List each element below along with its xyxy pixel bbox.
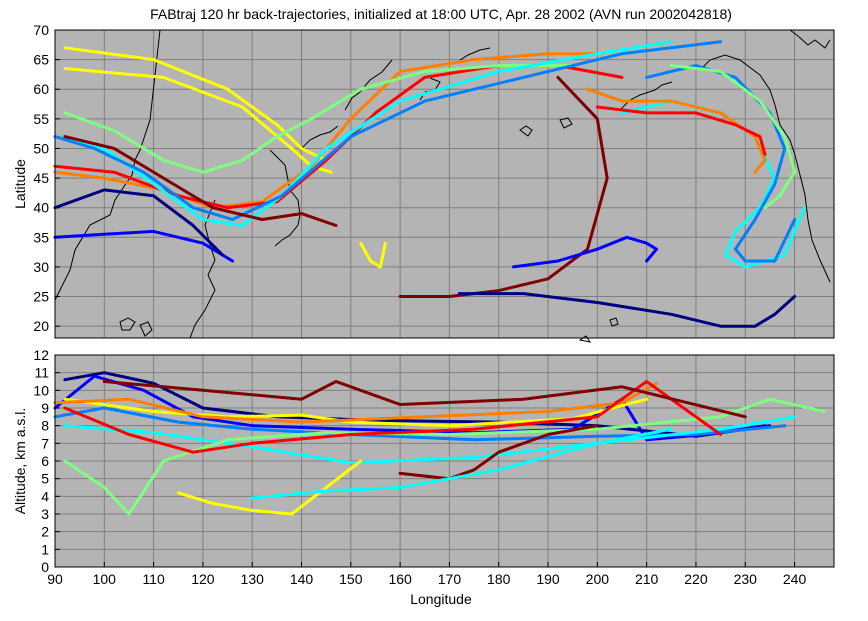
map-y-tick-label: 70 (33, 22, 49, 38)
altitude-x-tick-label: 210 (635, 571, 659, 587)
altitude-y-axis-label: Altitude, km a.s.l. (12, 408, 28, 515)
altitude-trajectory-7 (53, 381, 658, 424)
map-trajectory-10 (359, 241, 387, 269)
map-plot-area (55, 30, 834, 338)
altitude-y-tick-label: 10 (33, 382, 49, 398)
map-y-tick-label: 30 (33, 259, 49, 275)
map-trajectory-17 (586, 87, 767, 174)
altitude-trajectory-5 (63, 397, 649, 428)
map-y-tick-label: 45 (33, 170, 49, 186)
map-trajectory-12 (457, 292, 797, 328)
altitude-trajectory-9 (102, 380, 747, 419)
altitude-y-tick-label: 2 (41, 524, 49, 540)
map-y-tick-label: 50 (33, 140, 49, 156)
map-trajectory-8 (53, 188, 225, 257)
map-trajectory-18 (595, 105, 767, 156)
altitude-x-tick-label: 230 (734, 571, 758, 587)
altitude-trajectories (53, 371, 826, 516)
altitude-y-tick-label: 11 (34, 365, 49, 381)
map-trajectory-13 (512, 235, 658, 269)
map-y-tick-label: 20 (33, 318, 49, 334)
map-trajectory-6 (53, 40, 723, 221)
map-y-tick-label: 25 (33, 289, 49, 305)
map-trajectory-0 (63, 46, 328, 162)
altitude-y-tick-label: 3 (41, 506, 49, 522)
altitude-y-tick-label: 8 (41, 418, 49, 434)
map-frame (54, 29, 835, 339)
altitude-trajectory-8 (63, 380, 723, 454)
coastline-islands (119, 29, 831, 343)
altitude-trajectory-4 (63, 397, 826, 516)
altitude-x-tick-label: 160 (388, 571, 412, 587)
figure-title: FABtraj 120 hr back-trajectories, initia… (150, 6, 732, 22)
altitude-trajectory-6 (176, 459, 363, 516)
map-y-tick-label: 60 (33, 81, 49, 97)
altitude-x-tick-label: 100 (93, 571, 117, 587)
altitude-y-tick-label: 12 (33, 347, 49, 363)
altitude-y-tick-label: 7 (41, 435, 49, 451)
altitude-trajectory-10 (398, 424, 599, 481)
altitude-x-tick-label: 90 (47, 571, 63, 587)
map-trajectory-11 (398, 75, 609, 298)
map-trajectory-9 (63, 135, 338, 227)
altitude-x-tick-label: 130 (241, 571, 265, 587)
map-trajectory-16 (669, 64, 797, 210)
altitude-y-tick-label: 9 (41, 400, 49, 416)
altitude-x-tick-label: 150 (339, 571, 363, 587)
map-y-axis-label: Latitude (12, 159, 28, 209)
map-y-tick-label: 35 (33, 229, 49, 245)
altitude-y-tick-label: 0 (41, 559, 49, 575)
altitude-x-tick-label: 140 (290, 571, 314, 587)
map-y-tick-label: 55 (33, 111, 49, 127)
altitude-x-axis-label: Longitude (410, 591, 472, 607)
altitude-x-tick-label: 240 (783, 571, 807, 587)
altitude-trajectory-11 (250, 427, 673, 500)
map-trajectory-7 (53, 229, 234, 263)
altitude-x-ticks: 90 100 110 120 130 140 150 160 170 180 190 200 210 22… (47, 562, 806, 587)
map-y-ticks: 20 25 30 35 40 45 50 55 60 65 70 (33, 22, 60, 334)
altitude-trajectory-3 (63, 415, 797, 465)
map-trajectories (53, 40, 806, 328)
altitude-y-tick-label: 5 (41, 471, 49, 487)
altitude-y-tick-label: 6 (41, 453, 49, 469)
altitude-x-tick-label: 120 (191, 571, 215, 587)
altitude-y-tick-label: 1 (41, 541, 49, 557)
map-trajectory-4 (63, 64, 575, 174)
map-y-tick-label: 65 (33, 52, 49, 68)
map-panel: 20 25 30 35 40 45 50 55 60 65 70 Latitude (12, 22, 835, 343)
altitude-x-tick-label: 110 (142, 571, 165, 587)
altitude-x-tick-label: 180 (487, 571, 511, 587)
altitude-x-tick-label: 190 (536, 571, 560, 587)
altitude-x-tick-label: 220 (684, 571, 708, 587)
altitude-x-tick-label: 200 (586, 571, 610, 587)
altitude-y-tick-label: 4 (41, 488, 49, 504)
altitude-x-tick-label: 170 (438, 571, 462, 587)
map-y-tick-label: 40 (33, 200, 49, 216)
